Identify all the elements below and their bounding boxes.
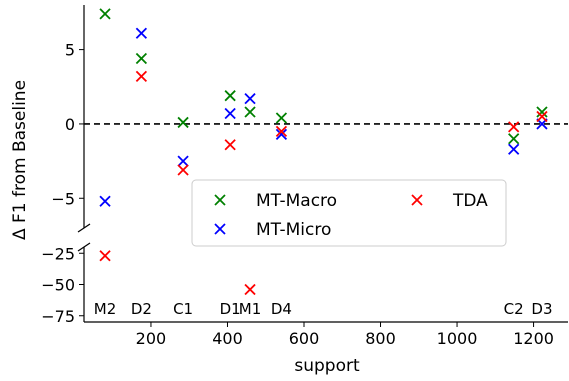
y-axis-label: Δ F1 from Baseline — [10, 80, 30, 240]
annotation-d1: D1 — [220, 300, 241, 318]
annotation-c2: C2 — [504, 300, 524, 318]
x-tick-label: 200 — [136, 329, 167, 348]
legend-marker — [214, 194, 226, 206]
point-mt-macro — [508, 133, 520, 145]
point-tda — [224, 139, 236, 151]
point-mt-macro — [536, 106, 548, 118]
axis-break-mark — [77, 242, 91, 252]
y-tick-label: 5 — [65, 41, 75, 60]
point-mt-macro — [275, 112, 288, 124]
legend: MT-Macro MT-Micro TDA — [191, 179, 507, 247]
y-tick-label: −5 — [51, 189, 75, 208]
legend-label: MT-Macro — [256, 191, 337, 211]
x-tick-label: 400 — [212, 329, 243, 348]
data-points — [99, 8, 548, 296]
point-mt-micro — [275, 128, 288, 140]
annotation-c1: C1 — [173, 300, 193, 318]
y-tick-label: 0 — [65, 115, 75, 134]
point-mt-micro — [508, 143, 520, 155]
lower-panel: −25 −50 −75 200 400 600 800 1000 1200 — [41, 242, 568, 348]
point-tda — [244, 283, 256, 296]
y-tick-label: −75 — [41, 307, 75, 326]
point-tda — [536, 110, 548, 123]
x-axis-label: support — [294, 356, 360, 376]
point-mt-micro — [224, 107, 236, 120]
axis-break-mark — [77, 223, 91, 233]
point-mt-micro — [135, 27, 148, 39]
point-mt-macro — [224, 90, 236, 102]
annotation-d4: D4 — [271, 300, 292, 318]
legend-marker — [214, 223, 226, 235]
point-mt-micro — [99, 195, 111, 207]
point-mt-macro — [244, 106, 256, 118]
point-mt-micro — [177, 155, 189, 167]
y-tick-label: −25 — [41, 244, 75, 263]
point-tda — [99, 250, 111, 262]
x-tick-label: 800 — [365, 329, 396, 348]
x-tick-label: 1200 — [513, 329, 554, 348]
legend-label: TDA — [452, 191, 488, 211]
y-tick-label: −50 — [41, 276, 75, 295]
upper-panel: 5 0 −5 — [51, 5, 568, 233]
annotation-d2: D2 — [131, 300, 152, 318]
x-tick-label: 1000 — [437, 329, 478, 348]
legend-marker — [411, 194, 423, 206]
point-tda — [135, 70, 148, 82]
legend-item-mt-micro: MT-Micro — [214, 220, 331, 240]
annotation-d3: D3 — [531, 300, 552, 318]
point-mt-macro — [177, 116, 189, 129]
point-mt-macro — [99, 8, 111, 20]
annotation-m1: M1 — [239, 300, 262, 318]
legend-box — [191, 179, 507, 247]
legend-item-tda: TDA — [411, 191, 488, 211]
legend-item-mt-macro: MT-Macro — [214, 191, 337, 211]
point-tda — [508, 121, 520, 133]
x-tick-label: 600 — [289, 329, 320, 348]
annotation-m2: M2 — [94, 300, 117, 318]
point-tda — [275, 125, 288, 138]
point-mt-macro — [135, 52, 148, 65]
point-tda — [177, 164, 189, 176]
legend-label: MT-Micro — [256, 220, 331, 240]
point-mt-micro — [244, 93, 256, 105]
